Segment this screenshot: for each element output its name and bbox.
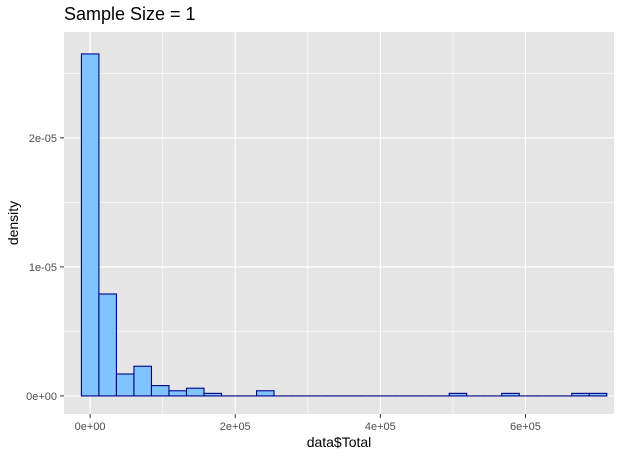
y-axis-ticks: 0e+00 1e-05 2e-05 bbox=[26, 133, 64, 403]
x-tick-label: 0e+00 bbox=[75, 421, 106, 433]
x-tick-label: 4e+05 bbox=[365, 421, 396, 433]
histogram-bar bbox=[203, 392, 223, 397]
histogram-bar bbox=[115, 373, 135, 397]
histogram-bar bbox=[501, 392, 520, 397]
x-axis-label: data$Total bbox=[307, 434, 372, 450]
y-axis-label: density bbox=[5, 201, 21, 245]
histogram-bar bbox=[256, 390, 275, 397]
y-tick-label: 0e+00 bbox=[26, 391, 57, 403]
histogram-bar bbox=[185, 387, 205, 397]
x-tick-label: 2e+05 bbox=[220, 421, 251, 433]
histogram-bar bbox=[571, 392, 590, 397]
histogram-bar bbox=[150, 385, 170, 397]
histogram-bar bbox=[588, 392, 608, 397]
y-tick-label: 2e-05 bbox=[29, 133, 57, 145]
histogram-bar bbox=[80, 53, 100, 397]
x-tick-label: 6e+05 bbox=[510, 421, 541, 433]
histogram-bar bbox=[98, 293, 117, 397]
minor-gridlines bbox=[64, 32, 614, 414]
histogram-bars bbox=[80, 53, 608, 397]
x-axis-ticks: 0e+00 2e+05 4e+05 6e+05 bbox=[75, 414, 541, 433]
y-tick-label: 1e-05 bbox=[29, 262, 57, 274]
chart-title: Sample Size = 1 bbox=[64, 4, 196, 24]
histogram-bar bbox=[448, 392, 468, 397]
histogram-bar bbox=[168, 390, 188, 397]
histogram-bar bbox=[133, 365, 153, 397]
plot-panel bbox=[64, 32, 614, 414]
